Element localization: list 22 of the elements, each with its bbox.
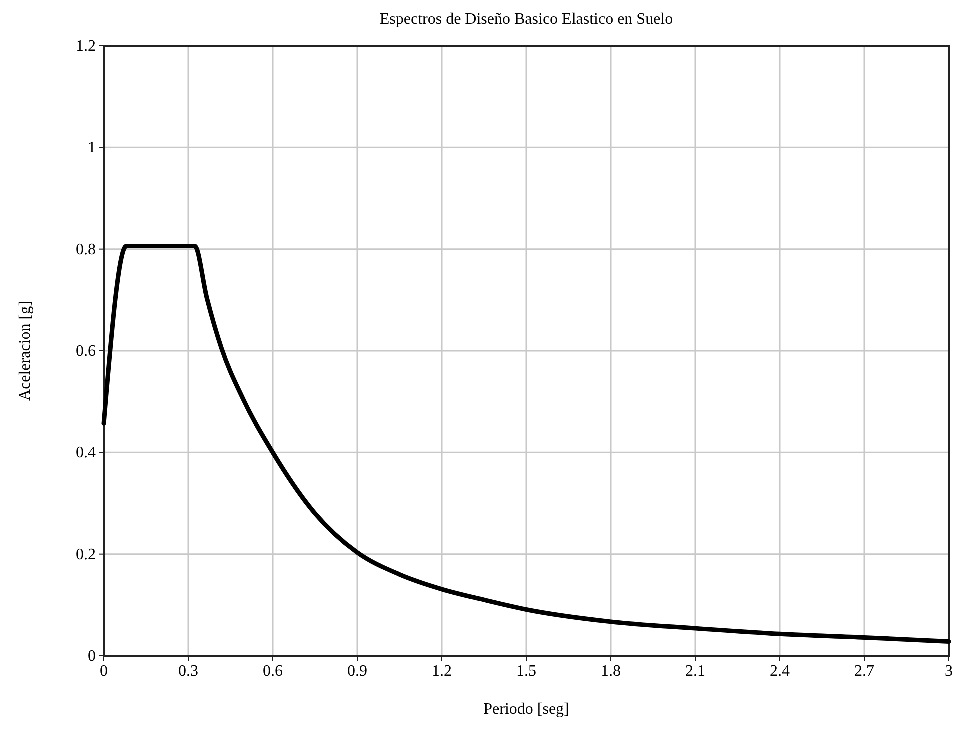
x-tick-label: 1.8 [601,663,621,680]
y-tick-label: 1.2 [76,38,96,55]
y-tick-label: 0.8 [76,241,96,258]
y-tick-label: 1 [88,140,96,157]
x-tick-label: 2.4 [770,663,790,680]
x-tick-label: 0.3 [178,663,198,680]
x-tick-label: 0 [100,663,108,680]
line-series [102,244,952,644]
y-tick-label: 0.6 [76,343,96,360]
y-tick-label: 0.2 [76,546,96,564]
y-axis-title: Aceleracion [g] [17,301,34,401]
x-axis-title: Periodo [seg] [484,701,570,718]
x-tick-label: 2.7 [854,663,874,680]
x-tick-label: 3 [945,663,953,680]
x-tick-label: 1.5 [516,663,536,680]
x-tick-label: 0.6 [263,663,283,680]
chart-title: Espectros de Diseño Basico Elastico en Suelo [380,11,674,28]
x-tick-label: 1.2 [432,663,452,680]
y-tick-label: 0.4 [76,444,96,462]
y-tick-label: 0 [88,648,96,665]
x-tick-label: 2.1 [686,663,706,680]
x-tick-label: 0.9 [348,663,368,680]
